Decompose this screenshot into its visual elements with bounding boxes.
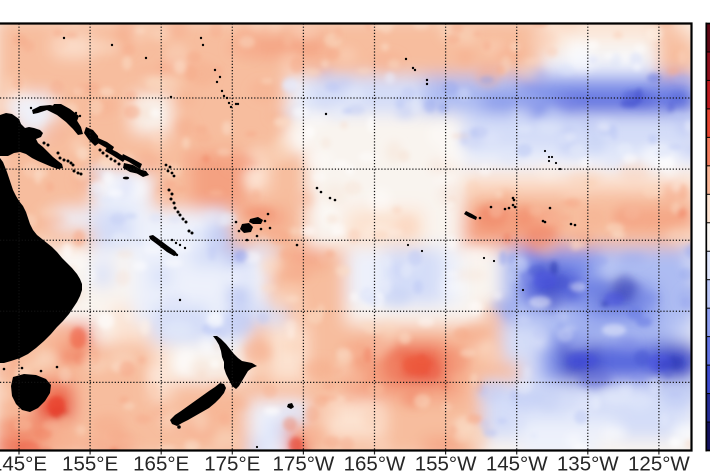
svg-text:155°E: 155°E (62, 453, 118, 473)
svg-text:175°E: 175°E (204, 453, 260, 473)
svg-text:165°E: 165°E (133, 453, 189, 473)
svg-text:145°W: 145°W (486, 453, 548, 473)
svg-text:135°W: 135°W (557, 453, 619, 473)
svg-text:145°E: 145°E (0, 453, 47, 473)
svg-text:165°W: 165°W (344, 453, 406, 473)
svg-text:155°W: 155°W (415, 453, 477, 473)
svg-text:125°W: 125°W (628, 453, 690, 473)
svg-text:175°W: 175°W (273, 453, 335, 473)
